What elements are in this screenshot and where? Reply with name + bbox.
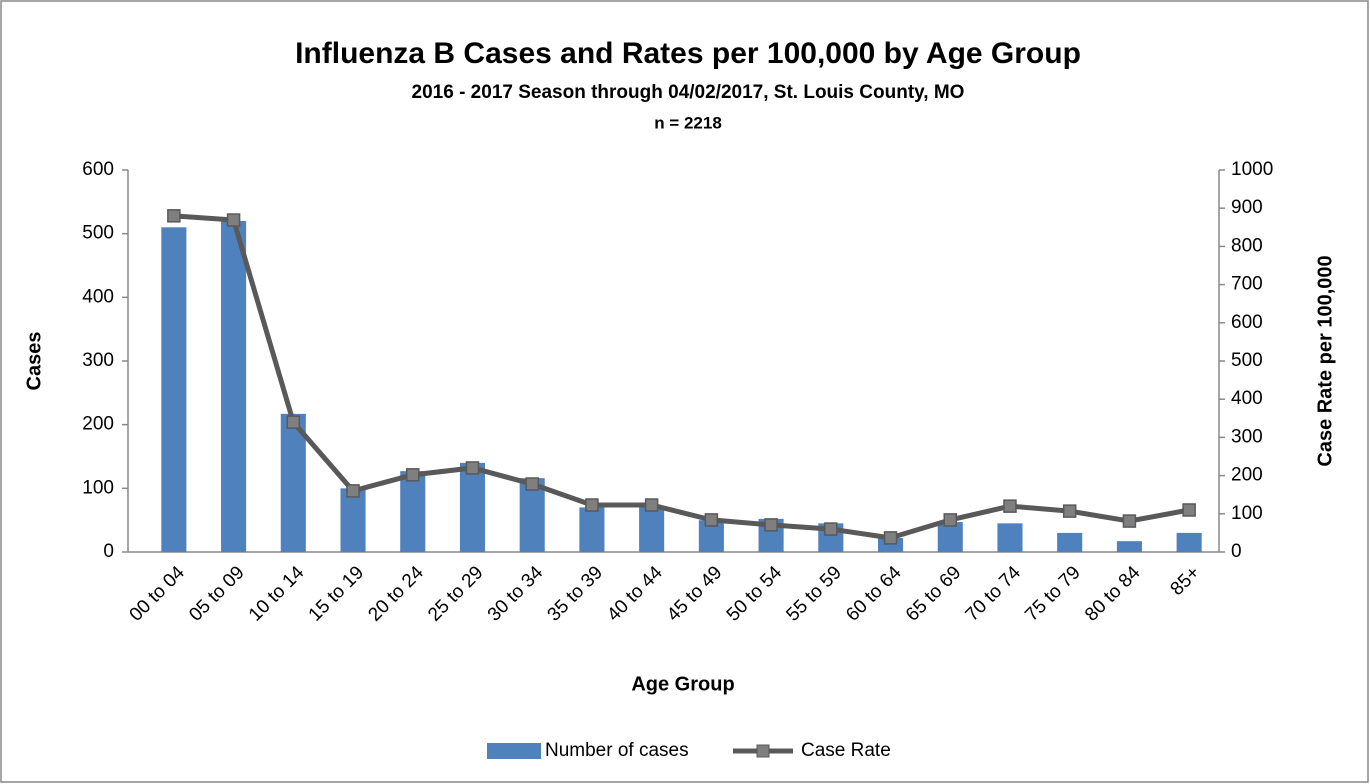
y2-tick-label: 1000 [1231, 159, 1273, 180]
marker [585, 498, 599, 512]
marker [525, 477, 539, 491]
bar [340, 488, 366, 552]
bar [459, 462, 486, 552]
bar [1057, 532, 1083, 552]
legend-label: Number of cases [545, 740, 689, 761]
marker [1182, 503, 1196, 517]
chart-title: Influenza B Cases and Rates per 100,000 … [295, 37, 1081, 70]
bar [1116, 541, 1142, 552]
marker [226, 213, 241, 227]
y-tick-label: 600 [82, 159, 114, 180]
bar [280, 413, 306, 552]
marker [883, 531, 898, 545]
marker [1122, 514, 1137, 528]
marker [704, 513, 719, 527]
y-axis-label: Cases [23, 332, 45, 391]
y-tick-label: 200 [82, 414, 114, 435]
y-tick-label: 400 [82, 286, 114, 307]
bar [639, 506, 665, 552]
bar [221, 220, 247, 552]
marker [1062, 504, 1077, 518]
marker [346, 484, 360, 498]
marker [167, 209, 181, 223]
y2-tick-label: 500 [1231, 350, 1263, 371]
y2-tick-label: 200 [1231, 465, 1263, 486]
chart-note: n = 2218 [654, 113, 722, 132]
y2-tick-label: 700 [1231, 274, 1263, 295]
marker [1003, 499, 1017, 513]
marker [824, 522, 838, 536]
y2-tick-label: 800 [1231, 235, 1263, 256]
marker [286, 415, 301, 429]
marker [943, 513, 957, 527]
legend-swatch [756, 744, 770, 758]
bar [1176, 532, 1202, 552]
y2-tick-label: 400 [1231, 388, 1263, 409]
y-tick-label: 500 [82, 223, 114, 244]
marker [465, 461, 480, 475]
line [173, 213, 1190, 541]
chart-subtitle: 2016 - 2017 Season through 04/02/2017, S… [412, 82, 965, 103]
bar [937, 522, 963, 552]
y2-tick-label: 0 [1231, 541, 1242, 562]
marker [406, 468, 420, 482]
bar [997, 523, 1023, 552]
y-tick-label: 0 [103, 541, 114, 562]
bar [400, 471, 426, 552]
y2-tick-label: 900 [1231, 197, 1263, 218]
legend-swatch [487, 743, 541, 759]
y2-tick-label: 100 [1231, 503, 1263, 524]
y-tick-label: 100 [82, 477, 114, 498]
bar [579, 507, 605, 552]
y2-tick-label: 300 [1231, 426, 1263, 447]
x-axis-label: Age Group [631, 673, 734, 695]
marker [764, 518, 778, 532]
y2-axis-label: Case Rate per 100,000 [1314, 255, 1336, 466]
y2-tick-label: 600 [1231, 312, 1263, 333]
marker [644, 498, 659, 512]
y-tick-label: 300 [82, 350, 114, 371]
bar [161, 227, 187, 553]
legend-label: Case Rate [801, 740, 891, 761]
